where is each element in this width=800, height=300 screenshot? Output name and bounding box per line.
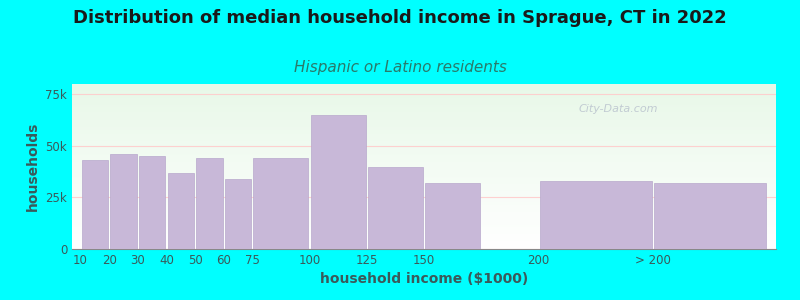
Bar — [225, 179, 251, 249]
Bar — [110, 154, 137, 249]
X-axis label: household income ($1000): household income ($1000) — [320, 272, 528, 286]
Bar — [254, 158, 308, 249]
Text: City-Data.com: City-Data.com — [579, 104, 658, 114]
Bar — [540, 181, 652, 249]
Bar — [196, 158, 222, 249]
Bar — [654, 183, 766, 249]
Bar — [82, 160, 108, 249]
Bar — [139, 156, 166, 249]
Bar — [368, 167, 423, 249]
Text: Distribution of median household income in Sprague, CT in 2022: Distribution of median household income … — [73, 9, 727, 27]
Bar — [425, 183, 480, 249]
Bar — [310, 115, 366, 249]
Bar — [167, 173, 194, 249]
Y-axis label: households: households — [26, 122, 40, 211]
Text: Hispanic or Latino residents: Hispanic or Latino residents — [294, 60, 506, 75]
